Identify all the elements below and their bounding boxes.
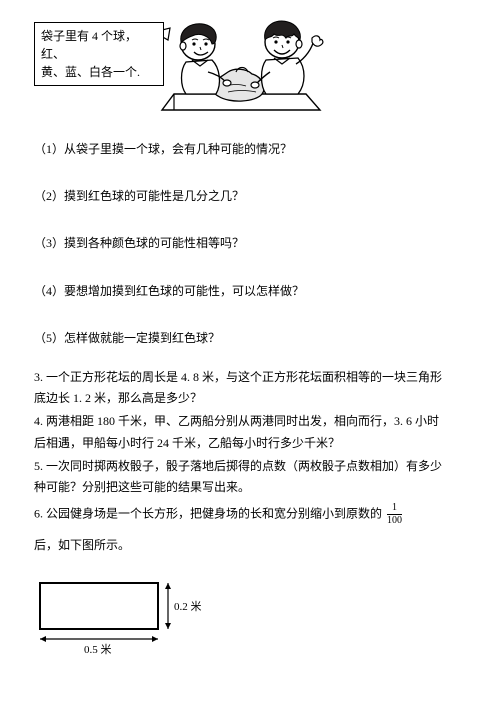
question-3: （3）摸到各种颜色球的可能性相等吗？ bbox=[34, 234, 470, 253]
problem-4: 4. 两港相距 180 千米，甲、乙两船分别从两港同时出发，相向而行，3. 6 … bbox=[34, 412, 470, 452]
problem-3-line-2: 底边长 1. 2 米，那么高是多少？ bbox=[34, 389, 470, 408]
question-2: （2）摸到红色球的可能性是几分之几？ bbox=[34, 187, 470, 206]
speech-line-2: 黄、蓝、白各一个. bbox=[41, 63, 157, 81]
problem-3: 3. 一个正方形花坛的周长是 4. 8 米，与这个正方形花坛面积相等的一块三角形… bbox=[34, 368, 470, 408]
sub-questions: （1）从袋子里摸一个球，会有几种可能的情况？ （2）摸到红色球的可能性是几分之几… bbox=[34, 140, 470, 348]
question-4: （4）要想增加摸到红色球的可能性，可以怎样做？ bbox=[34, 282, 470, 301]
fraction-1-100: 1 100 bbox=[387, 503, 402, 526]
height-label: 0.2 米 bbox=[174, 600, 202, 613]
rectangle-diagram: 0.2 米 0.5 米 bbox=[36, 579, 216, 659]
fraction-numerator: 1 bbox=[387, 503, 402, 515]
problem-3-line-1: 3. 一个正方形花坛的周长是 4. 8 米，与这个正方形花坛面积相等的一块三角形 bbox=[34, 368, 470, 387]
problem-5-line-1: 5. 一次同时掷两枚骰子，骰子落地后掷得的点数（两枚骰子点数相加）有多少 bbox=[34, 457, 470, 476]
fraction-denominator: 100 bbox=[387, 515, 402, 526]
top-illustration: 袋子里有 4 个球，红、 黄、蓝、白各一个. bbox=[34, 20, 470, 110]
problem-6-post: 后，如下图所示。 bbox=[34, 536, 470, 555]
problem-5-line-2: 种可能？分别把这些可能的结果写出来。 bbox=[34, 478, 470, 497]
question-5: （5）怎样做就能一定摸到红色球？ bbox=[34, 329, 470, 348]
problem-5: 5. 一次同时掷两枚骰子，骰子落地后掷得的点数（两枚骰子点数相加）有多少 种可能… bbox=[34, 457, 470, 497]
problem-6: 6. 公园健身场是一个长方形，把健身场的长和宽分别缩小到原数的 1 100 后，… bbox=[34, 503, 470, 555]
problem-4-line-2: 后相遇，甲船每小时行 24 千米，乙船每小时行多少千米？ bbox=[34, 434, 470, 453]
width-label: 0.5 米 bbox=[84, 643, 112, 656]
speech-line-1: 袋子里有 4 个球，红、 bbox=[41, 27, 157, 63]
problem-6-pre: 6. 公园健身场是一个长方形，把健身场的长和宽分别缩小到原数的 bbox=[34, 506, 382, 520]
speech-bubble-box: 袋子里有 4 个球，红、 黄、蓝、白各一个. bbox=[34, 22, 164, 86]
problems-block: 3. 一个正方形花坛的周长是 4. 8 米，与这个正方形花坛面积相等的一块三角形… bbox=[30, 368, 470, 555]
question-1: （1）从袋子里摸一个球，会有几种可能的情况？ bbox=[34, 140, 470, 159]
cartoon-two-kids bbox=[170, 20, 340, 110]
problem-4-line-1: 4. 两港相距 180 千米，甲、乙两船分别从两港同时出发，相向而行，3. 6 … bbox=[34, 412, 470, 431]
